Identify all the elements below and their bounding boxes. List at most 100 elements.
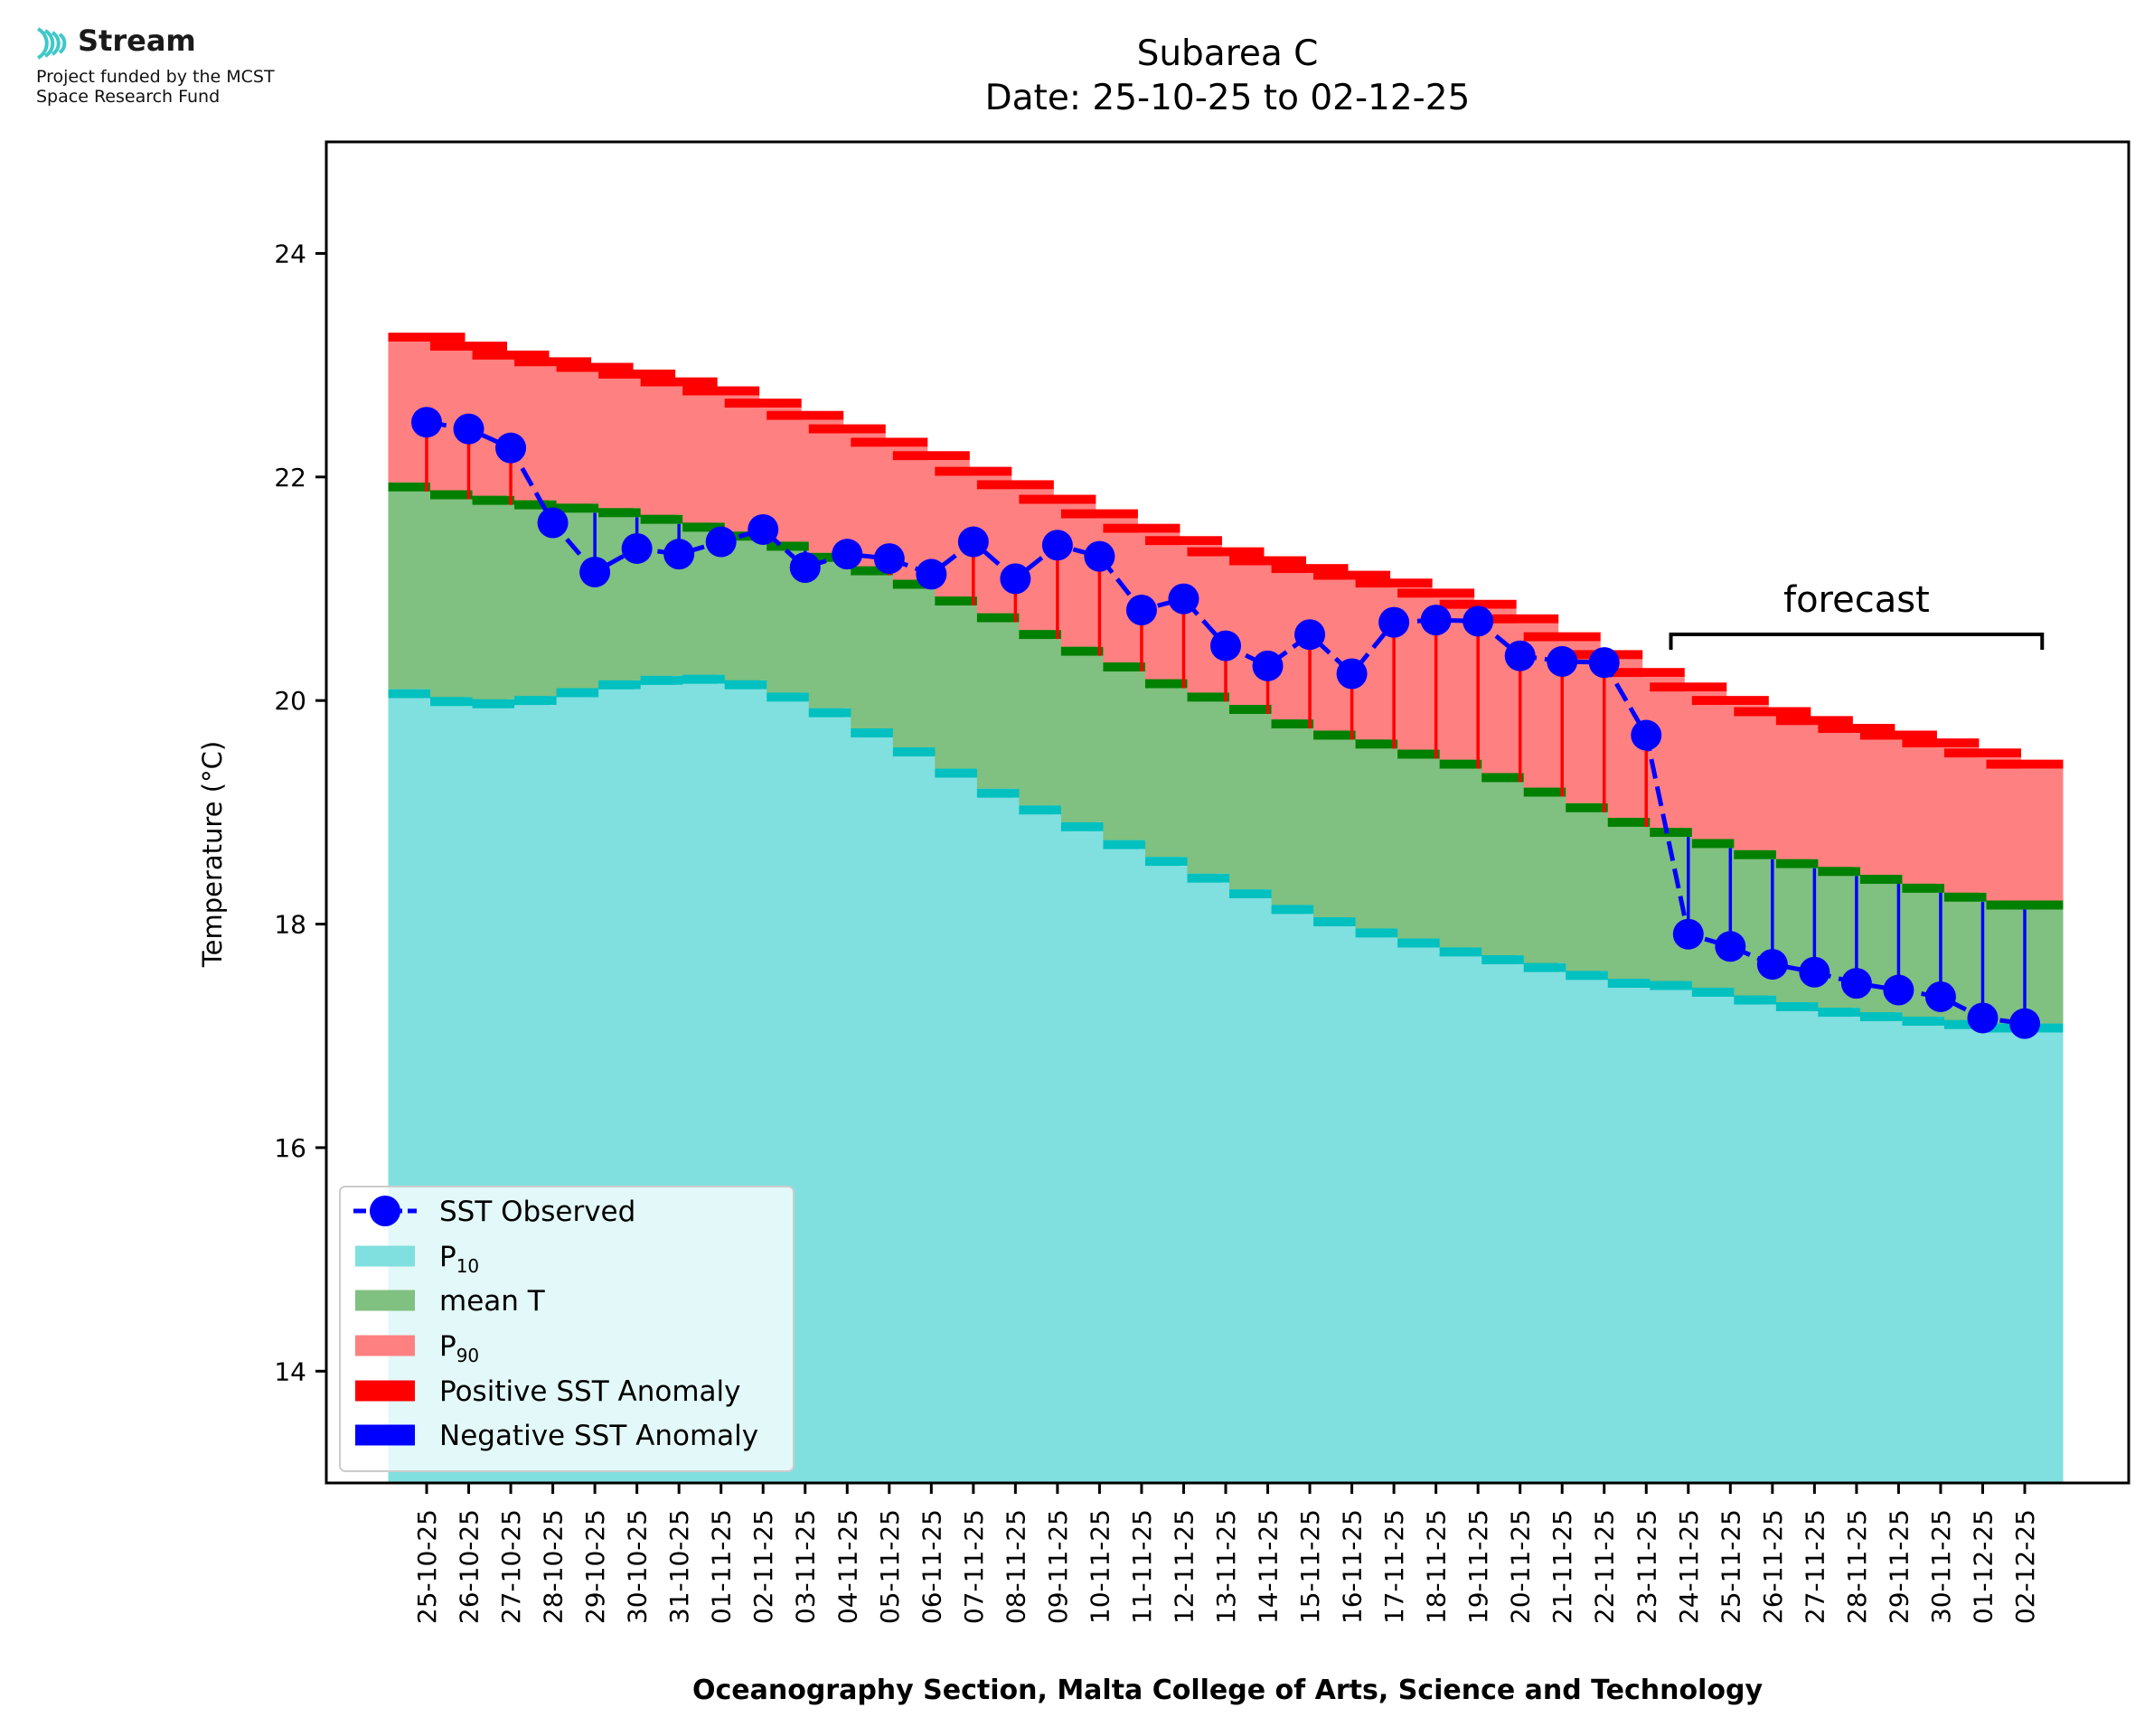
bar-p10-edge (1775, 1002, 1853, 1012)
x-tick-label: 19-11-25 (1463, 1509, 1493, 1624)
bar-p10-edge (640, 675, 718, 685)
sst-observed-point (1547, 645, 1578, 677)
bar-p10-edge (851, 728, 928, 738)
bar-p10-edge (430, 697, 508, 707)
bar-mean-edge (1691, 839, 1769, 849)
sst-observed-point (453, 413, 484, 445)
sst-observed-point (705, 526, 737, 558)
x-tick-label: 25-10-25 (412, 1509, 442, 1624)
x-tick-label: 26-11-25 (1758, 1509, 1788, 1624)
bar-p10-edge (556, 688, 634, 698)
sst-observed-point (1715, 931, 1746, 962)
legend-p10-label: P10 (439, 1241, 479, 1277)
sst-observed-point (1168, 583, 1199, 615)
sst-observed-point (537, 507, 569, 539)
x-tick-label: 07-11-25 (959, 1509, 989, 1624)
bar-p90-edge (1355, 578, 1433, 588)
sst-observed-point (1463, 605, 1494, 637)
bar-p90-edge (1481, 614, 1559, 624)
bar-mean-edge (1775, 859, 1853, 868)
bar-p10-edge (1313, 917, 1391, 927)
sst-observed-point (789, 552, 821, 584)
chart-title: Subarea C (1137, 33, 1319, 74)
forecast-label: forecast (1783, 579, 1930, 621)
bar-p90-edge (1775, 716, 1853, 726)
bar-p10-edge (1818, 1008, 1895, 1018)
legend-negative-anomaly-label: Negative SST Anomaly (439, 1420, 758, 1452)
sst-observed-point (1967, 1002, 1999, 1034)
x-tick-label: 18-11-25 (1422, 1509, 1452, 1624)
x-tick-label: 23-11-25 (1632, 1509, 1661, 1624)
sst-observed-point (2009, 1008, 2040, 1039)
sst-observed-point (621, 532, 653, 564)
bar-p90-edge (767, 410, 844, 420)
sst-observed-point (1294, 619, 1326, 651)
bar-p10-edge (1019, 805, 1096, 815)
legend-sst-label: SST Observed (439, 1196, 635, 1228)
stream-logo: Stream Project funded by the MCST Space … (33, 22, 340, 121)
bar-p90 (1986, 768, 2064, 901)
bar-p10-edge (1607, 979, 1685, 989)
bar-p10-edge (514, 696, 592, 706)
sst-observed-point (579, 556, 611, 587)
bar-mean-edge (514, 500, 592, 510)
x-tick-label: 16-11-25 (1338, 1509, 1368, 1624)
sst-observed-point (832, 539, 863, 570)
bar-p90-edge (1397, 588, 1475, 598)
x-tick-label: 04-11-25 (832, 1509, 862, 1624)
bar-p10-edge (1902, 1017, 1980, 1027)
x-tick-label: 10-11-25 (1085, 1509, 1115, 1624)
bar-p10-edge (598, 680, 676, 690)
bar-p10-edge (1355, 928, 1433, 938)
sst-observed-point (663, 539, 695, 570)
x-tick-label: 21-11-25 (1547, 1509, 1577, 1624)
x-tick-label: 28-10-25 (539, 1509, 569, 1624)
legend-positive-anomaly-label: Positive SST Anomaly (439, 1375, 740, 1408)
bar-p90-edge (1019, 494, 1096, 504)
x-axis-label: Oceanography Section, Malta College of A… (692, 1675, 1764, 1706)
x-tick-label: 01-11-25 (707, 1509, 737, 1624)
bar-p90-edge (724, 399, 802, 408)
x-tick-label: 20-11-25 (1506, 1509, 1536, 1624)
y-tick-label: 18 (274, 910, 306, 940)
bar-p90-edge (1271, 564, 1349, 574)
bar-p90-edge (851, 437, 928, 447)
funding-note: Project funded by the MCST Space Researc… (36, 67, 343, 107)
bar-p10-edge (1397, 938, 1475, 948)
anomaly-lines-group (425, 422, 2027, 1024)
bar-p10-edge (1566, 971, 1643, 981)
bar-mean-edge (640, 514, 718, 524)
x-tick-label: 27-11-25 (1800, 1509, 1829, 1624)
forecast-bracket (1669, 633, 2045, 650)
forecast-annotation: forecast (1669, 579, 2045, 650)
x-tick-label: 17-11-25 (1379, 1509, 1409, 1624)
x-tick-label: 29-10-25 (580, 1509, 610, 1624)
sst-observed-point (1631, 719, 1662, 751)
bar-p10-edge (1734, 995, 1811, 1005)
x-tick-label: 12-11-25 (1169, 1509, 1199, 1624)
bar-p90-edge (1943, 748, 2021, 758)
sst-observed-point (1504, 640, 1536, 671)
bar-p10-edge (1439, 947, 1517, 957)
x-tick-label: 25-11-25 (1716, 1509, 1745, 1624)
bar-mean-edge (1943, 892, 2021, 902)
bar-p90-edge (1734, 707, 1811, 717)
bar-mean-edge (1818, 867, 1895, 877)
bar-p90-edge (514, 357, 592, 367)
y-tick-label: 16 (274, 1133, 306, 1163)
sst-observed-point (748, 513, 779, 545)
legend-p90-swatch (355, 1335, 415, 1356)
sst-observed-point (957, 526, 989, 558)
sst-observed-series (411, 407, 2040, 1039)
x-tick-label: 14-11-25 (1254, 1509, 1284, 1624)
bar-p10-edge (388, 689, 466, 699)
bar-p90-edge (598, 369, 676, 379)
bar-p90-edge (430, 342, 508, 352)
sst-observed-point (411, 407, 442, 438)
bar-p10-edge (1060, 821, 1138, 831)
sst-observed-point (1041, 530, 1073, 561)
bar-p90-edge (1144, 536, 1222, 546)
bar-p10-edge (935, 768, 1012, 778)
bar-p10-edge (1481, 955, 1559, 965)
bar-p90-edge (1523, 632, 1601, 642)
